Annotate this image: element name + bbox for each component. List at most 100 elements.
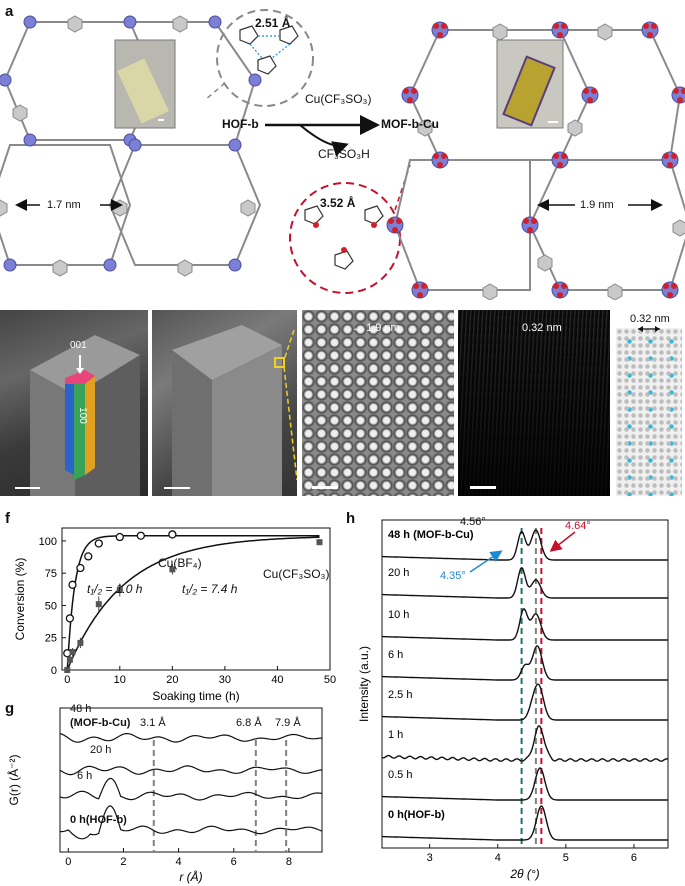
chart-pdf: 0 2 4 6 8 r (Å) G(r) (Å⁻²) [6, 707, 323, 884]
f-point-a [76, 563, 85, 573]
h-trace-label: 2.5 h [388, 689, 412, 701]
h-peak-4-64: 4.64° [565, 520, 591, 532]
f-point-b [66, 656, 73, 663]
d-scale-bar [312, 486, 338, 489]
f-xtick-label: 30 [219, 674, 231, 686]
f-fit-b [66, 536, 320, 671]
g-xtick-label: 6 [231, 856, 237, 868]
h-trace [381, 725, 669, 762]
f-point-a [115, 532, 124, 542]
cu-distance-label: 3.52 Å [320, 196, 356, 210]
f-point-b [69, 648, 76, 655]
chart-pxrd: 3 4 5 6 2θ (°) Intensity (a.u.) 48 h (MOF-b-Cu… [357, 519, 669, 881]
model-spacing-arrow [638, 326, 660, 332]
h-plot-frame [381, 519, 669, 849]
f-point-b [169, 566, 176, 573]
g-trace [59, 765, 323, 776]
d-spacing-label: ↔ 1.9 nm [352, 322, 400, 334]
g-trace [59, 777, 323, 801]
g-xtick-label: 0 [65, 856, 71, 868]
h-peak-4-56: 4.56° [460, 516, 486, 528]
f-ylabel: Conversion (%) [13, 558, 27, 641]
h-trace-label: 48 h (MOF-b-Cu) [388, 529, 474, 541]
panel-letter-h: h [346, 510, 356, 527]
model-spacing-label: 0.32 nm [630, 313, 670, 325]
panel-letter-f: f [5, 510, 10, 527]
f-ytick-label: 0 [51, 665, 57, 677]
hbond-zoom-circle [216, 9, 314, 107]
panel-c-sem [152, 310, 297, 496]
hof-label: HOF-b [222, 117, 259, 131]
f-xlabel: Soaking time (h) [152, 689, 239, 703]
f-point-b [116, 586, 123, 593]
h-trace [382, 645, 668, 681]
f-point-b [95, 601, 102, 608]
g-label-0h: 0 h(HOF-b) [70, 814, 127, 826]
half-life-a: t₁/₂ = 1.0 h [87, 582, 143, 596]
h-trace-label: 6 h [388, 649, 403, 661]
h-xlabel: 2θ (°) [509, 867, 539, 881]
h-trace [382, 567, 668, 599]
f-point-a [65, 614, 75, 623]
mof-linkers [417, 23, 685, 300]
panel-b-sem: 001 100 [0, 310, 148, 496]
reagent-label: Cu(CF₃SO₃) [305, 92, 372, 106]
f-xtick-label: 10 [114, 674, 126, 686]
f-ytick-label: 50 [45, 600, 57, 612]
mof-cu-atoms [313, 23, 685, 298]
g-label-mof: (MOF-b-Cu) [70, 717, 131, 729]
f-ytick-label: 75 [45, 568, 57, 580]
f-xtick-label: 50 [324, 674, 336, 686]
h-peak-4-35: 4.35° [440, 570, 466, 582]
g-peak-3-1: 3.1 Å [140, 717, 166, 729]
g-label-20h: 20 h [90, 744, 112, 756]
f-point-b [316, 539, 323, 546]
mof-label: MOF-b-Cu [381, 117, 439, 131]
f-ytick-label: 100 [39, 536, 57, 548]
h-xtick-label: 5 [563, 852, 569, 864]
series-a-label: Cu(BF₄) [158, 556, 202, 570]
f-point-a [168, 530, 177, 539]
f-xtick-label: 40 [271, 674, 283, 686]
g-ylabel: G(r) (Å⁻²) [6, 755, 21, 806]
f-point-a [68, 580, 77, 589]
h-trace [382, 805, 668, 841]
h-trace [382, 683, 668, 721]
h-trace [382, 529, 668, 561]
f-xtick-label: 20 [166, 674, 178, 686]
g-xtick-label: 4 [176, 856, 182, 868]
h-xtick-label: 6 [631, 852, 637, 864]
f-ytick-label: 25 [45, 633, 57, 645]
series-b-label: Cu(CF₃SO₃) [263, 567, 330, 581]
byproduct-label: CF₃SO₃H [318, 147, 370, 161]
half-life-b: t₁/₂ = 7.4 h [182, 582, 238, 596]
panel-e-model [616, 328, 682, 496]
facet-side-label: 100 [76, 407, 88, 424]
h-trace-label: 20 h [388, 567, 409, 579]
panel-e-hrtem: 0.32 nm [458, 310, 610, 496]
panel-a-scheme [0, 9, 685, 300]
hbond-trimer [239, 25, 299, 75]
g-xtick-label: 2 [120, 856, 126, 868]
pore-size-right: 1.9 nm [580, 199, 614, 211]
hof-nodes [0, 15, 262, 272]
e-spacing-label: 0.32 nm [522, 322, 562, 334]
g-trace [59, 733, 323, 743]
g-peak-7-9: 7.9 Å [275, 717, 301, 729]
f-point-b [77, 639, 84, 646]
g-plot-frame [59, 707, 323, 853]
f-point-a [94, 539, 103, 548]
h-xtick-label: 3 [427, 852, 433, 864]
h-arrow-blue [469, 550, 503, 573]
hbond-distance-label: 2.51 Å [255, 16, 291, 30]
f-point-a [84, 552, 93, 561]
panel-letter-g: g [5, 700, 15, 717]
h-ylabel: Intensity (a.u.) [357, 646, 371, 722]
g-peak-6-8: 6.8 Å [236, 717, 262, 729]
f-fit-a [66, 534, 320, 671]
e-scale-bar [470, 486, 496, 489]
f-point-a [136, 531, 145, 540]
g-label-6h: 6 h [77, 770, 93, 782]
f-xtick-label: 0 [64, 674, 70, 686]
h-xtick-label: 4 [495, 852, 501, 864]
